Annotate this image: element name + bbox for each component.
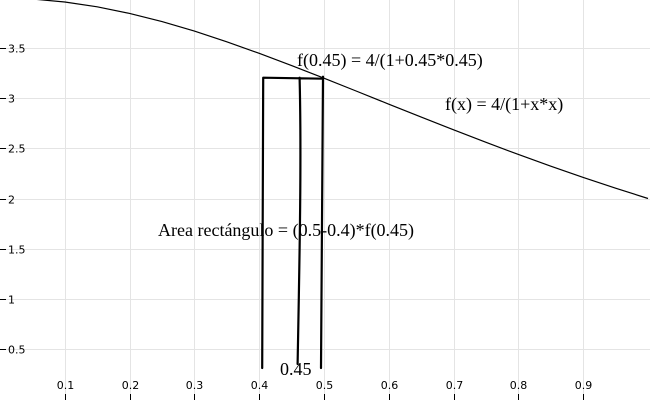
x-tick-label: 0.8 — [510, 379, 528, 392]
x-tick-label: 0.9 — [575, 379, 593, 392]
x-tick-label: 0.6 — [381, 379, 399, 392]
axis-ticks: 0.1 0.2 0.3 0.4 0.5 0.6 0.7 0.8 0.9 0.5 1 1.5 2 2.5 3 3… — [0, 43, 592, 400]
x-tick-label: 0.7 — [446, 379, 464, 392]
y-tick-label: 0.5 — [8, 344, 26, 357]
y-tick-label: 3.5 — [8, 43, 26, 56]
y-tick-label: 1 — [8, 294, 15, 307]
y-tick-label: 2 — [8, 194, 15, 207]
riemann-rectangle — [261, 75, 325, 370]
annotation-area: Area rectángulo = (0.5-0.4)*f(0.45) — [158, 220, 414, 241]
annotation-midpoint: 0.45 — [280, 359, 312, 379]
y-tick-label: 1.5 — [8, 244, 26, 257]
x-tick-label: 0.2 — [122, 379, 140, 392]
x-tick-label: 0.1 — [57, 379, 75, 392]
y-tick-label: 2.5 — [8, 143, 26, 156]
x-tick-label: 0.4 — [251, 379, 269, 392]
annotation-function: f(x) = 4/(1+x*x) — [445, 94, 563, 115]
y-tick-label: 3 — [8, 93, 15, 106]
annotation-point-value: f(0.45) = 4/(1+0.45*0.45) — [297, 50, 483, 71]
x-tick-label: 0.3 — [186, 379, 204, 392]
x-tick-label: 0.5 — [316, 379, 334, 392]
